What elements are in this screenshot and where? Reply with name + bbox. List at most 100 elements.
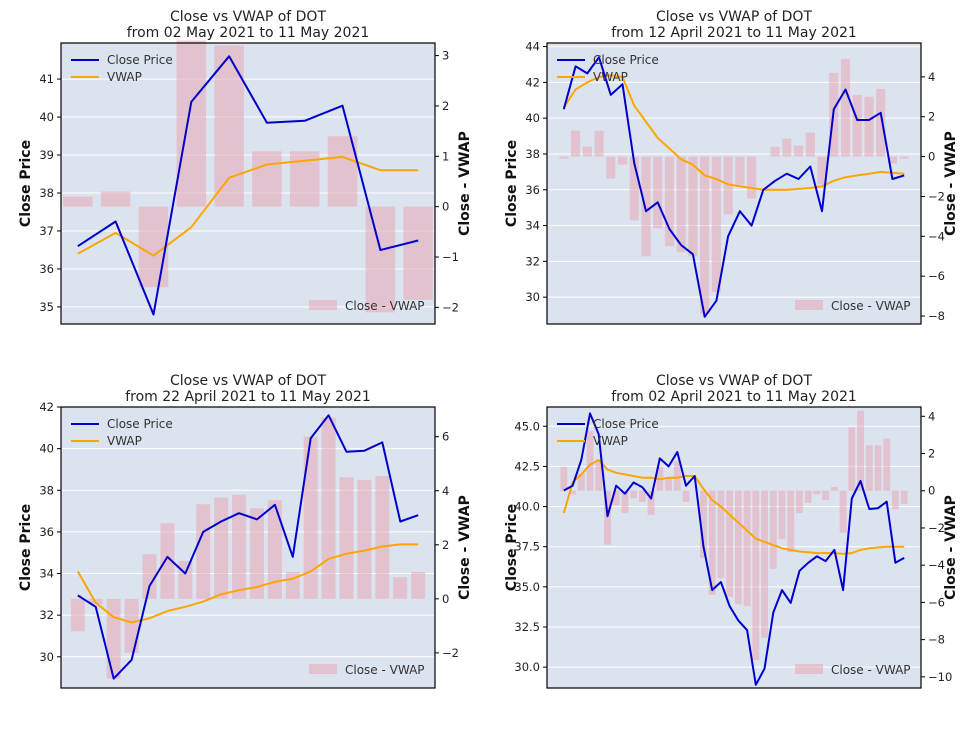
- close-price-line: [562, 56, 905, 318]
- y-left-tick-label: 32: [525, 254, 540, 268]
- legend-swatch-diff: [795, 664, 823, 674]
- chart-subtitle: from 12 April 2021 to 11 May 2021: [611, 25, 857, 41]
- chart-subtitle: from 02 April 2021 to 11 May 2021: [611, 389, 857, 405]
- diff-bar: [743, 490, 751, 607]
- diff-bar: [708, 490, 716, 595]
- legend-label-diff: Close - VWAP: [831, 663, 911, 677]
- diff-bar: [813, 490, 821, 495]
- diff-bar: [805, 132, 815, 157]
- y-right-tick-label: 0: [442, 200, 449, 214]
- y-right-tick-label: −4: [928, 229, 945, 243]
- diff-bar: [176, 40, 207, 207]
- y-right-tick-label: −4: [928, 558, 945, 572]
- y-axis-label-right: Close - VWAP: [457, 495, 473, 600]
- vwap-line: [77, 155, 419, 257]
- legend-swatch-diff: [309, 664, 337, 674]
- diff-bar: [817, 156, 827, 185]
- diff-bar: [196, 504, 211, 599]
- chart-title: Close vs VWAP of DOT: [170, 9, 326, 25]
- diff-bar: [717, 490, 725, 579]
- diff-bar: [796, 490, 803, 514]
- y-axis-label-right: Close - VWAP: [457, 131, 473, 236]
- y-left-tick-label: 36: [39, 262, 54, 276]
- diff-bar: [864, 96, 874, 157]
- diff-bar: [124, 598, 139, 653]
- diff-bar: [63, 196, 93, 207]
- diff-bar: [393, 577, 408, 599]
- y-left-tick-label: 30.0: [514, 660, 540, 674]
- diff-bar: [606, 156, 616, 179]
- diff-bar: [586, 431, 594, 491]
- diff-bar: [582, 146, 592, 157]
- diff-bar: [899, 156, 909, 159]
- legend-label-vwap: VWAP: [107, 70, 142, 84]
- y-left-tick-label: 40: [525, 111, 540, 125]
- diff-bar: [769, 490, 777, 569]
- diff-bar: [839, 490, 847, 533]
- y-axis-label-left: Close Price: [18, 504, 34, 591]
- y-left-tick-label: 40: [39, 110, 54, 124]
- close-price-line: [77, 55, 419, 316]
- diff-bar: [100, 191, 131, 207]
- y-axis-label-left: Close Price: [504, 140, 520, 227]
- diff-bar: [339, 477, 354, 599]
- legend-label-close: Close Price: [593, 417, 659, 431]
- diff-bar: [232, 494, 247, 599]
- diff-bar: [735, 156, 745, 185]
- diff-bar: [688, 156, 698, 257]
- y-right-tick-label: 2: [442, 99, 449, 113]
- diff-bar: [874, 445, 882, 491]
- y-right-tick-label: 4: [442, 484, 449, 498]
- legend-label-close: Close Price: [107, 53, 173, 67]
- diff-bar: [560, 466, 568, 491]
- y-left-tick-label: 38: [39, 483, 54, 497]
- diff-bar: [638, 490, 646, 502]
- diff-bar: [752, 490, 760, 661]
- y-right-tick-label: −8: [928, 309, 945, 323]
- diff-bar: [700, 156, 710, 315]
- diff-bar: [665, 477, 672, 491]
- y-left-tick-label: 38: [39, 186, 54, 200]
- diff-bar: [653, 156, 663, 229]
- diff-bar: [682, 490, 690, 502]
- diff-bar: [778, 490, 786, 540]
- y-right-tick-label: 0: [928, 484, 935, 498]
- diff-bar: [723, 156, 733, 215]
- diff-bar: [711, 156, 721, 293]
- diff-bar: [365, 206, 396, 313]
- y-left-tick-label: 30: [525, 290, 540, 304]
- legend-swatch-diff: [795, 300, 823, 310]
- plot-area: [547, 43, 921, 324]
- diff-bar: [375, 475, 390, 599]
- y-left-tick-label: 36: [39, 525, 54, 539]
- y-right-tick-label: −1: [442, 250, 459, 264]
- diff-bar: [321, 417, 336, 599]
- chart-title: Close vs VWAP of DOT: [656, 373, 812, 389]
- diff-bar: [726, 490, 734, 597]
- y-left-tick-label: 30: [39, 650, 54, 664]
- y-axis-label-right: Close - VWAP: [943, 495, 959, 600]
- vwap-line: [562, 74, 905, 191]
- diff-bar: [673, 460, 681, 491]
- legend-label-vwap: VWAP: [107, 434, 142, 448]
- y-left-tick-label: 42: [525, 75, 540, 89]
- diff-bar: [267, 500, 282, 599]
- chart-panel-2: 30 32 34 36 38 40 42 44 −8 −6 −4 −2 0 2 4 Close vs VWAP…: [504, 9, 959, 325]
- diff-bar: [106, 598, 121, 679]
- diff-bar: [252, 151, 282, 207]
- diff-bar: [857, 410, 864, 491]
- diff-bar: [641, 156, 651, 257]
- y-left-tick-label: 37.5: [514, 540, 540, 554]
- diff-bar: [249, 508, 264, 599]
- diff-bar: [770, 146, 780, 157]
- diff-bar: [178, 561, 193, 599]
- diff-bar: [892, 490, 899, 510]
- y-left-tick-label: 42: [39, 400, 54, 414]
- plot-frame: [60, 42, 436, 325]
- diff-bar: [747, 156, 757, 199]
- y-right-tick-label: −2: [442, 300, 459, 314]
- diff-bar: [411, 571, 426, 599]
- y-right-tick-label: 4: [928, 409, 935, 423]
- chart-panel-4: 30.0 32.5 35.0 37.5 40.0 42.5 45.0 −10 −8 −6 −4 −2 0…: [504, 373, 959, 689]
